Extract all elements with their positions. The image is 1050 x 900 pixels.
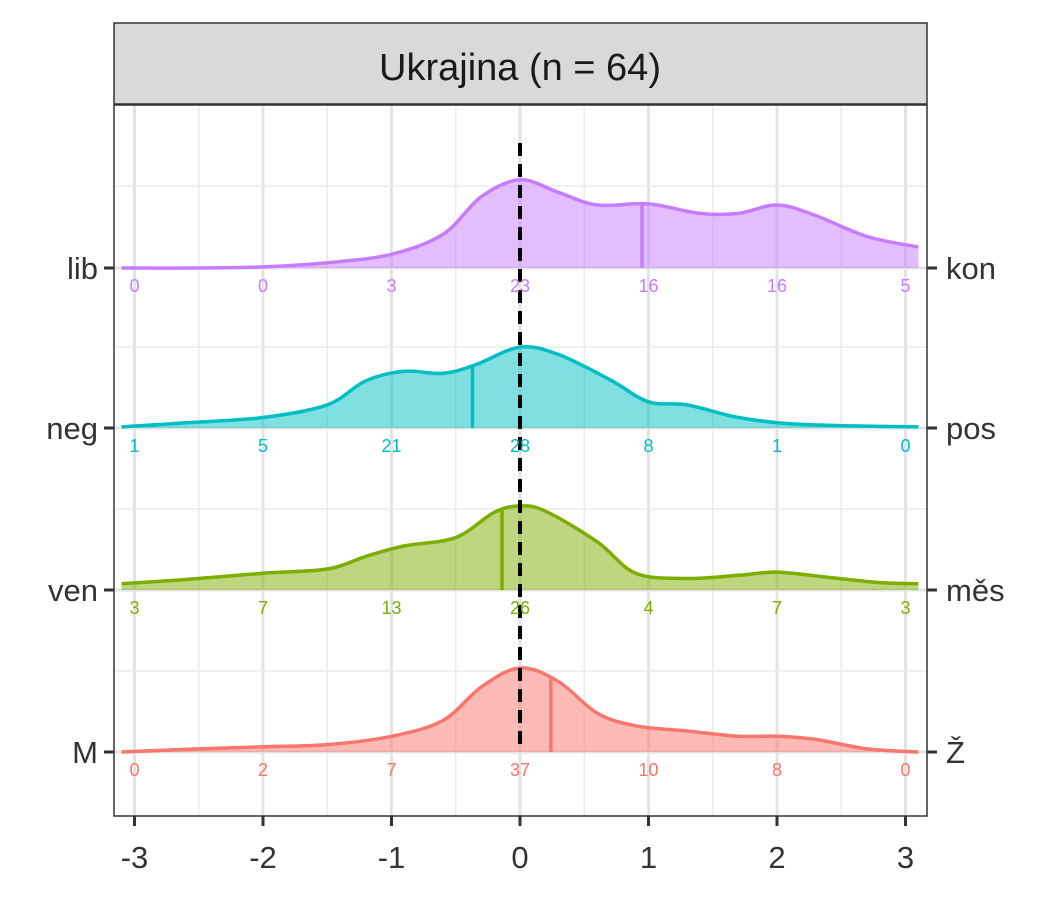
count-label: 3 <box>129 598 139 618</box>
right-axis-label: Ž <box>946 735 965 770</box>
count-label: 4 <box>643 598 653 618</box>
left-axis-label: lib <box>67 251 98 286</box>
count-label: 7 <box>772 598 782 618</box>
count-label: 13 <box>381 598 401 618</box>
right-axis-label: kon <box>946 251 996 286</box>
count-label: 37 <box>510 760 530 780</box>
ridge-lib <box>121 178 919 270</box>
left-axis-label: ven <box>48 573 98 608</box>
count-label: 23 <box>510 276 530 296</box>
count-label: 2 <box>258 760 268 780</box>
x-axis-tick-label: -3 <box>121 840 149 875</box>
x-axis-tick-label: 3 <box>897 840 914 875</box>
count-label: 1 <box>772 436 782 456</box>
x-axis-tick-label: -2 <box>249 840 277 875</box>
count-label: 5 <box>900 276 910 296</box>
chart-title: Ukrajina (n = 64) <box>379 47 661 89</box>
count-label: 0 <box>258 276 268 296</box>
count-label: 8 <box>643 436 653 456</box>
density-area <box>121 179 919 269</box>
count-label: 10 <box>638 760 658 780</box>
count-label: 7 <box>258 598 268 618</box>
count-label: 16 <box>638 276 658 296</box>
count-label: 16 <box>767 276 787 296</box>
left-axis-label: neg <box>46 411 98 446</box>
count-label: 3 <box>900 598 910 618</box>
ridge-M <box>121 666 919 754</box>
x-axis-tick-label: 1 <box>640 840 657 875</box>
right-axis-label: pos <box>946 411 996 446</box>
left-axis-label: M <box>72 735 98 770</box>
count-label: 28 <box>510 436 530 456</box>
density-line <box>121 178 919 270</box>
count-label: 1 <box>129 436 139 456</box>
count-label: 0 <box>900 760 910 780</box>
density-line <box>121 344 919 429</box>
count-label: 5 <box>258 436 268 456</box>
density-area <box>121 667 919 752</box>
count-label: 8 <box>772 760 782 780</box>
right-axis-label: měs <box>946 573 1005 608</box>
count-labels: 0 2 7 37 10 8 03 7 13 26 4 7 31 5 21 28 8 1 00 0 3 23 16 16 5 <box>129 276 910 780</box>
count-label: 0 <box>129 276 139 296</box>
x-axis-tick-label: 2 <box>768 840 785 875</box>
count-label: 26 <box>510 598 530 618</box>
density-line <box>121 666 919 754</box>
count-label: 21 <box>381 436 401 456</box>
strip-background <box>113 22 928 105</box>
count-label: 0 <box>129 760 139 780</box>
count-label: 3 <box>386 276 396 296</box>
density-line <box>121 504 919 586</box>
x-axis-tick-label: 0 <box>511 840 528 875</box>
ridge-neg <box>121 344 919 429</box>
x-axis-tick-label: -1 <box>378 840 406 875</box>
count-label: 0 <box>900 436 910 456</box>
count-label: 7 <box>386 760 396 780</box>
